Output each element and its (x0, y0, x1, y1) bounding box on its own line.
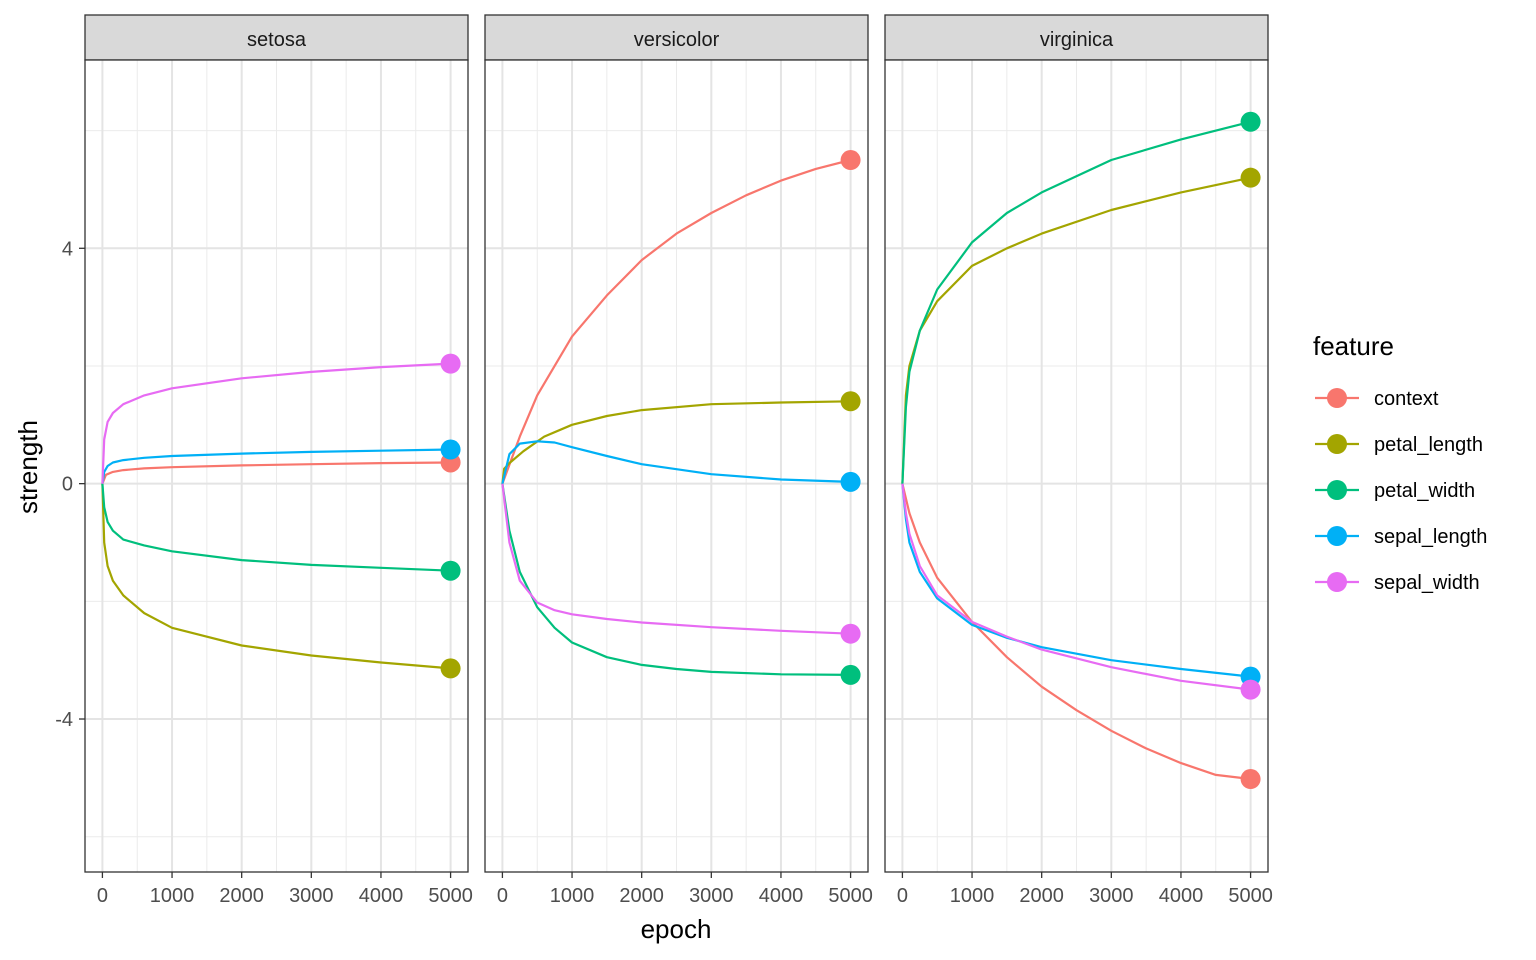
x-tick-label: 2000 (619, 885, 664, 907)
data-point-sepal_width (1240, 679, 1261, 700)
legend-item-sepal_length: sepal_length (1315, 526, 1487, 548)
series-line-sepal_width (101, 362, 451, 484)
data-point-sepal_width (440, 353, 461, 374)
panel-border (884, 59, 1269, 873)
legend-key-point (1327, 526, 1347, 546)
x-tick-label: 4000 (759, 885, 804, 907)
series-line-sepal_length (901, 483, 1251, 678)
data-point-petal_width (840, 664, 861, 685)
data-point-sepal_width (840, 623, 861, 644)
series-line-petal_width (501, 483, 851, 676)
x-tick-label: 1000 (150, 885, 195, 907)
x-tick-label: 2000 (1019, 885, 1064, 907)
legend-item-context: context (1315, 388, 1439, 410)
facet-versicolor: versicolor 0 1000 2000 3000 4000 5000 (484, 14, 873, 907)
legend-item-petal_length: petal_length (1315, 434, 1483, 456)
series-line-sepal_width (501, 483, 851, 635)
data-point-petal_length (1240, 167, 1261, 188)
legend-key-point (1327, 434, 1347, 454)
data-point-context (840, 150, 861, 171)
legend: feature context petal_length petal_widthse… (1313, 331, 1487, 594)
legend-label: petal_width (1374, 480, 1475, 502)
grid (885, 60, 1268, 872)
facet-virginica: virginica 0 1000 2000 3000 4000 5000 (884, 14, 1273, 907)
facet-strip (84, 14, 469, 61)
y-tick-label: 4 (62, 238, 73, 260)
panel-border (84, 59, 469, 873)
facet-setosa: setosa 0 1000 2000 3000 4000 5000 (84, 14, 473, 907)
series-line-petal_length (101, 483, 451, 670)
data-point-petal_length (840, 391, 861, 412)
x-tick-label: 5000 (428, 885, 473, 907)
x-tick-label: 4000 (1159, 885, 1204, 907)
facet-strip-label: virginica (1040, 29, 1114, 51)
series-line-context (501, 158, 851, 485)
x-tick-label: 5000 (1228, 885, 1273, 907)
legend-label: sepal_length (1374, 526, 1487, 548)
x-tick-label: 1000 (950, 885, 995, 907)
legend-item-sepal_width: sepal_width (1315, 572, 1480, 594)
grid (485, 60, 868, 872)
series-line-sepal_length (101, 448, 451, 484)
data-point-petal_width (440, 560, 461, 581)
facet-panels: setosa 0 1000 2000 3000 4000 5000 versicolor 0 10… (84, 14, 1273, 907)
data-point-context (1240, 769, 1261, 790)
legend-label: sepal_width (1374, 572, 1480, 594)
data-point-petal_width (1240, 111, 1261, 132)
x-tick-label: 1000 (550, 885, 595, 907)
x-tick-label: 4000 (359, 885, 404, 907)
y-axis-title: strength (13, 420, 43, 514)
series-line-context (901, 483, 1251, 781)
legend-key-point (1327, 572, 1347, 592)
x-tick-label: 3000 (689, 885, 734, 907)
legend-item-petal_width: petal_width (1315, 480, 1475, 502)
x-axis-title: epoch (641, 914, 712, 944)
legend-title: feature (1313, 331, 1394, 361)
x-axis: 0 1000 2000 3000 4000 5000 (897, 872, 1273, 907)
facet-strip (884, 14, 1269, 61)
facet-strip (484, 14, 869, 61)
legend-label: context (1374, 388, 1439, 410)
series-line-sepal_width (901, 483, 1251, 691)
y-tick-label: 0 (62, 474, 73, 496)
x-tick-label: 0 (897, 885, 908, 907)
legend-key-point (1327, 388, 1347, 408)
legend-label: petal_length (1374, 434, 1483, 456)
series-line-context (101, 461, 451, 485)
series-line-sepal_length (501, 440, 851, 484)
x-tick-label: 0 (497, 885, 508, 907)
data-point-petal_length (440, 658, 461, 679)
x-tick-label: 0 (97, 885, 108, 907)
x-tick-label: 5000 (828, 885, 873, 907)
y-axis: -4 0 4 (55, 238, 85, 731)
data-point-sepal_length (440, 439, 461, 460)
facet-strip-label: setosa (247, 29, 307, 51)
x-axis: 0 1000 2000 3000 4000 5000 (497, 872, 873, 907)
y-tick-label: -4 (55, 709, 73, 731)
panel-border (484, 59, 869, 873)
legend-key-point (1327, 480, 1347, 500)
facet-strip-label: versicolor (634, 29, 720, 51)
x-axis: 0 1000 2000 3000 4000 5000 (97, 872, 473, 907)
series-line-petal_width (901, 120, 1251, 484)
x-tick-label: 2000 (219, 885, 264, 907)
x-tick-label: 3000 (1089, 885, 1134, 907)
x-tick-label: 3000 (289, 885, 334, 907)
series-line-petal_width (101, 483, 451, 572)
data-point-sepal_length (840, 471, 861, 492)
